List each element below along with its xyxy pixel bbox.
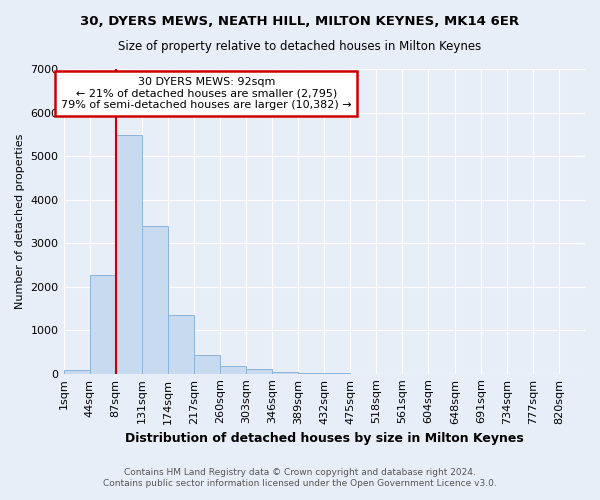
Text: Contains HM Land Registry data © Crown copyright and database right 2024.
Contai: Contains HM Land Registry data © Crown c… bbox=[103, 468, 497, 487]
Bar bbox=[220, 366, 246, 374]
Bar bbox=[246, 370, 272, 374]
Bar bbox=[272, 372, 298, 374]
Bar bbox=[116, 135, 142, 374]
Bar bbox=[142, 226, 168, 374]
Bar bbox=[194, 354, 220, 374]
Text: 30, DYERS MEWS, NEATH HILL, MILTON KEYNES, MK14 6ER: 30, DYERS MEWS, NEATH HILL, MILTON KEYNE… bbox=[80, 15, 520, 28]
Text: Size of property relative to detached houses in Milton Keynes: Size of property relative to detached ho… bbox=[118, 40, 482, 53]
Bar bbox=[168, 316, 194, 374]
Bar bbox=[64, 370, 89, 374]
Text: 30 DYERS MEWS: 92sqm
← 21% of detached houses are smaller (2,795)
79% of semi-de: 30 DYERS MEWS: 92sqm ← 21% of detached h… bbox=[61, 77, 352, 110]
Bar bbox=[89, 275, 116, 374]
Y-axis label: Number of detached properties: Number of detached properties bbox=[15, 134, 25, 309]
X-axis label: Distribution of detached houses by size in Milton Keynes: Distribution of detached houses by size … bbox=[125, 432, 524, 445]
